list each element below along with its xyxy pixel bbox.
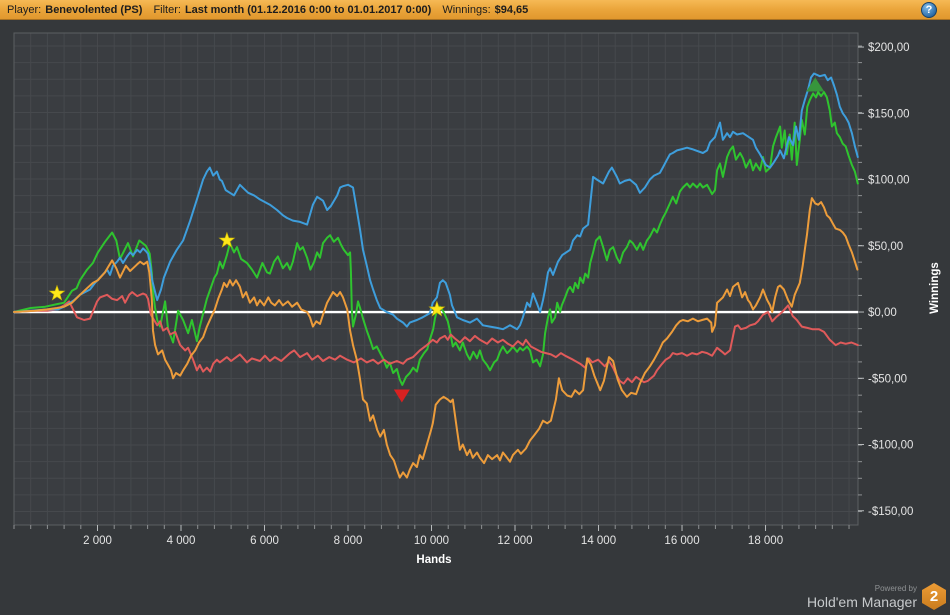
winnings-label: Winnings: [442,4,491,16]
triangle-down-marker [393,389,410,403]
y-axis-title: Winnings [929,262,941,314]
star-marker [428,300,446,317]
y-tick-label: -$150,00 [868,506,913,518]
x-tick-label: 4 000 [167,535,196,547]
y-tick-label: -$100,00 [868,440,913,452]
y-tick-label: -$50,00 [868,373,907,385]
x-tick-label: 6 000 [250,535,279,547]
triangle-up-marker [806,77,825,92]
player-label: Player: [7,4,42,16]
series-net-won [13,91,859,386]
filter-value: Last month (01.12.2016 0:00 to 01.01.201… [184,4,432,16]
x-tick-label: 18 000 [748,535,783,547]
x-tick-label: 8 000 [334,535,363,547]
winnings-graph: 2 000 4 000 6 000 8 000 10 000 12 000 14 000 16… [13,32,941,566]
y-tick-label: $100,00 [868,175,910,187]
header-bar: Player: Benevolented (PS) Filter: Last m… [0,0,950,20]
x-tick-label: 2 000 [83,535,112,547]
brand-name: Hold'em Manager [806,593,917,610]
x-tick-label: 14 000 [581,535,616,547]
series-all-in-ev [13,197,859,479]
hm2-logo: 2 [922,583,946,610]
y-tick-label: $50,00 [868,241,903,253]
star-marker [48,284,66,301]
chart-legend: Net WonNon ShowdownShowdownAll-In EV [0,611,950,615]
y-tick-label: $200,00 [868,42,910,54]
x-tick-label: 10 000 [414,535,449,547]
x-tick-label: 12 000 [497,535,532,547]
powered-by-label: Powered by [874,583,917,593]
y-tick-label: $150,00 [868,108,910,120]
help-icon[interactable]: ? [921,2,937,18]
winnings-value: $94,65 [494,4,529,16]
x-tick-label: 16 000 [664,535,699,547]
player-value: Benevolented (PS) [45,4,143,16]
series-showdown [13,72,859,331]
series-non-showdown [13,291,859,385]
y-tick-label: $0,00 [868,307,897,319]
chart-panel: 2 000 4 000 6 000 8 000 10 000 12 000 14 000 16… [0,20,950,615]
x-axis-title: Hands [416,554,451,566]
branding: Powered by Hold'em Manager 2 [807,583,946,610]
star-marker [218,231,236,248]
filter-label: Filter: [153,4,181,16]
